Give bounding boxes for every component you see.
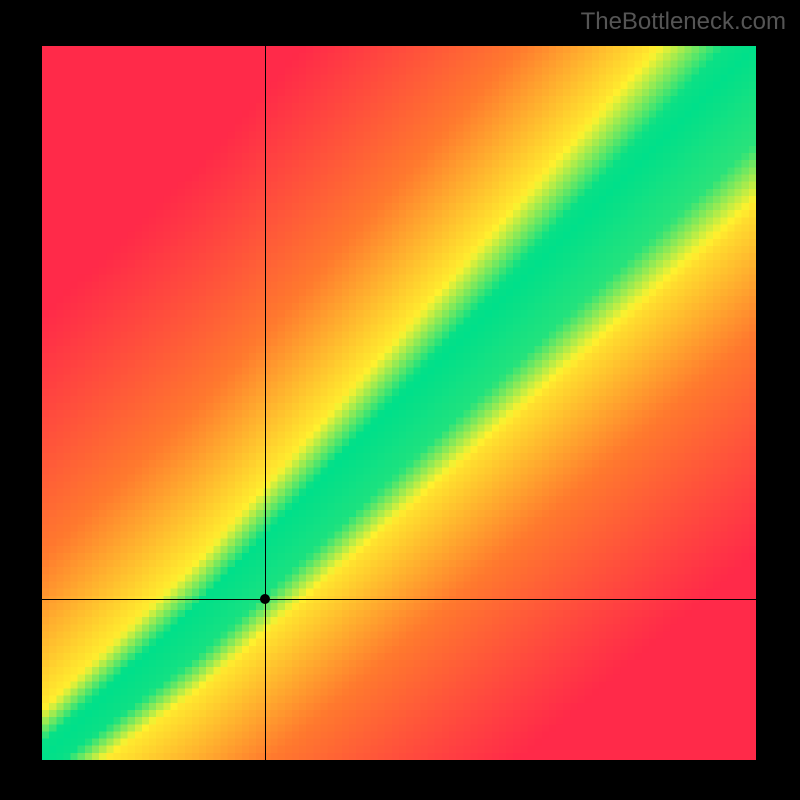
crosshair-horizontal (42, 599, 756, 600)
heatmap-plot (42, 46, 756, 760)
crosshair-vertical (265, 46, 266, 760)
crosshair-marker (260, 594, 270, 604)
heatmap-canvas (42, 46, 756, 760)
watermark-text: TheBottleneck.com (581, 8, 786, 36)
